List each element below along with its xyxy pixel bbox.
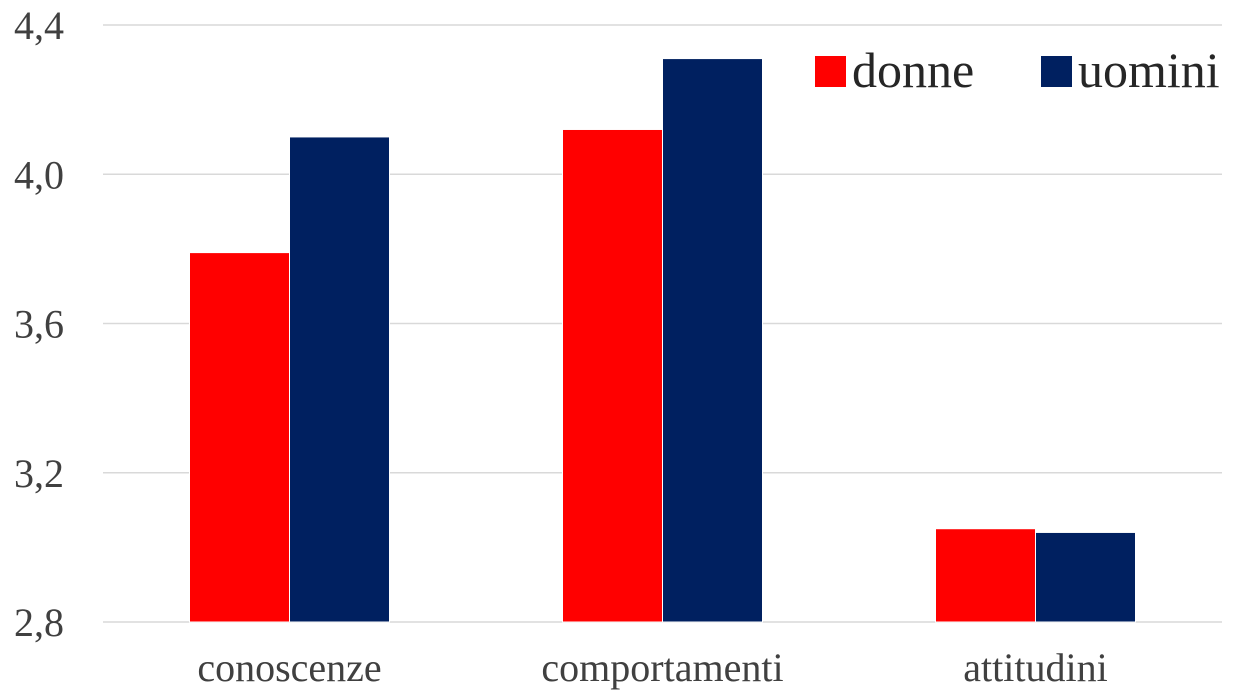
y-tick-label: 2,8 bbox=[14, 600, 64, 645]
y-tick-label: 4,4 bbox=[14, 3, 64, 48]
legend-label-uomini: uomini bbox=[1078, 42, 1220, 98]
bar-uomini-attitudini bbox=[1035, 531, 1136, 623]
bar-donne-conoscenze bbox=[189, 252, 290, 623]
bar-donne-attitudini bbox=[935, 528, 1036, 623]
y-tick-label: 3,6 bbox=[14, 302, 64, 347]
legend-swatch-uomini bbox=[1041, 56, 1072, 87]
y-axis-tick-labels: 2,8 3,2 3,6 4,0 4,4 bbox=[14, 3, 64, 645]
bars bbox=[189, 58, 1136, 623]
y-tick-label: 3,2 bbox=[14, 451, 64, 496]
bar-uomini-conoscenze bbox=[289, 136, 390, 623]
legend-swatch-donne bbox=[815, 56, 846, 87]
x-category-label: attitudini bbox=[963, 645, 1107, 690]
legend-label-donne: donne bbox=[852, 42, 974, 98]
x-category-label: conoscenze bbox=[197, 645, 381, 690]
y-tick-label: 4,0 bbox=[14, 152, 64, 197]
x-axis-category-labels: conoscenze comportamenti attitudini bbox=[197, 645, 1107, 690]
x-category-label: comportamenti bbox=[541, 645, 783, 690]
legend: donne uomini bbox=[815, 42, 1220, 98]
bar-donne-comportamenti bbox=[562, 128, 663, 623]
bar-uomini-comportamenti bbox=[662, 58, 763, 623]
